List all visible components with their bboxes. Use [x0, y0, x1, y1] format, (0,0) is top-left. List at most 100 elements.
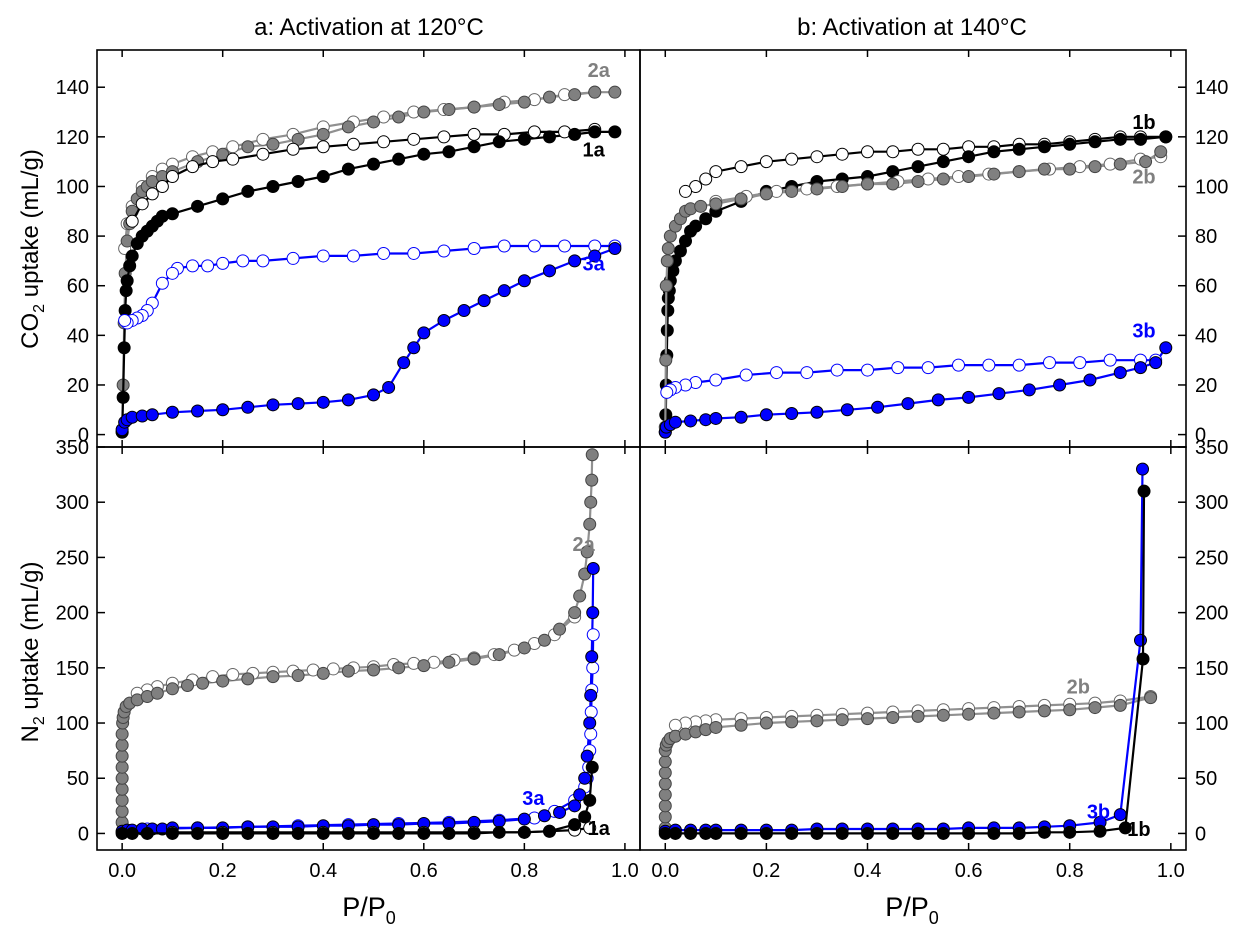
- series-label-1b: 1b: [1127, 819, 1150, 841]
- panel-frame-co2_a: [96, 49, 641, 448]
- adsorption-point-1a: [568, 127, 582, 141]
- panel-frame-co2_b: [639, 49, 1187, 448]
- adsorption-point-2b: [1139, 155, 1153, 169]
- desorption-point-1a: [346, 137, 360, 151]
- adsorption-point-1b: [1159, 130, 1173, 144]
- adsorption-point-1a: [165, 826, 179, 840]
- desorption-point-1a: [467, 127, 481, 141]
- adsorption-point-1b: [987, 145, 1001, 159]
- adsorption-point-3a: [588, 249, 602, 263]
- desorption-point-1a: [437, 130, 451, 144]
- adsorption-point-1b: [759, 826, 773, 840]
- xlabel-a-sub: 0: [386, 908, 396, 928]
- desorption-point-3b: [891, 361, 905, 375]
- adsorption-point-1a: [266, 826, 280, 840]
- adsorption-point-2b: [1113, 698, 1127, 712]
- desorption-point-3a: [497, 239, 511, 253]
- desorption-point-3a: [216, 256, 230, 270]
- desorption-point-3a: [586, 628, 600, 642]
- desorption-point-3b: [1073, 356, 1087, 370]
- adsorption-point-1a: [116, 390, 130, 404]
- y-tick-label: 100: [1195, 176, 1228, 198]
- desorption-point-3a: [437, 244, 451, 258]
- adsorption-point-2b: [1088, 160, 1102, 174]
- adsorption-point-3a: [586, 606, 600, 620]
- adsorption-point-1b: [709, 826, 723, 840]
- adsorption-point-1b: [911, 160, 925, 174]
- adsorption-point-1a: [191, 199, 205, 213]
- xlabel-a: P/P0: [342, 892, 396, 928]
- adsorption-point-2a: [492, 98, 506, 112]
- adsorption-point-2b: [886, 711, 900, 725]
- adsorption-point-3a: [568, 254, 582, 268]
- desorption-point-3b: [921, 361, 935, 375]
- series-label-1b: 1b: [1132, 112, 1155, 134]
- desorption-point-1a: [316, 140, 330, 154]
- adsorption-point-2a: [367, 663, 381, 677]
- co2-ylabel-pre: CO: [17, 313, 44, 349]
- adsorption-point-1b: [684, 826, 698, 840]
- adsorption-point-1a: [216, 826, 230, 840]
- adsorption-point-2b: [709, 197, 723, 211]
- x-tick-label: 0.6: [955, 860, 983, 882]
- adsorption-point-2a: [150, 686, 164, 700]
- co2-ylabel: CO2 uptake (mL/g): [17, 149, 48, 349]
- desorption-point-1a: [527, 125, 541, 139]
- adsorption-point-3b: [901, 397, 915, 411]
- adsorption-point-2b: [785, 184, 799, 198]
- adsorption-line-3b: [665, 469, 1144, 833]
- adsorption-point-2a: [553, 622, 567, 636]
- adsorption-point-1b: [1137, 484, 1151, 498]
- panel-n2_a: [115, 448, 600, 840]
- adsorption-point-2a: [517, 95, 531, 109]
- desorption-point-3b: [739, 368, 753, 382]
- adsorption-point-2a: [216, 674, 230, 688]
- desorption-point-3a: [407, 246, 421, 260]
- y-tick-label: 140: [56, 77, 89, 99]
- adsorption-point-3b: [962, 390, 976, 404]
- adsorption-point-2a: [115, 793, 129, 807]
- x-tick-label: 0.8: [1056, 860, 1084, 882]
- adsorption-point-1b: [1093, 824, 1107, 838]
- adsorption-point-1a: [588, 125, 602, 139]
- adsorption-point-2a: [341, 664, 355, 678]
- adsorption-point-1a: [316, 826, 330, 840]
- adsorption-point-1b: [660, 323, 674, 337]
- desorption-point-1a: [145, 187, 159, 201]
- adsorption-point-3a: [497, 284, 511, 298]
- y-tick-label: 0: [1195, 425, 1206, 447]
- adsorption-point-3a: [537, 809, 551, 823]
- adsorption-point-2b: [658, 766, 672, 780]
- adsorption-point-2b: [661, 242, 675, 255]
- adsorption-point-1a: [492, 825, 506, 839]
- axes-layer: 0 20 40 60 80 100 120 140 0 20 40 60 80 100 120 140 0 50 1…: [56, 50, 1228, 882]
- adsorption-point-1b: [1063, 137, 1077, 151]
- desorption-point-3b: [770, 366, 783, 380]
- adsorption-point-2b: [734, 192, 748, 206]
- adsorption-point-2a: [568, 606, 582, 620]
- y-tick-label: 200: [1195, 603, 1228, 625]
- y-tick-label: 0: [78, 823, 89, 845]
- adsorption-line-1b: [665, 491, 1146, 835]
- adsorption-point-2a: [367, 115, 381, 129]
- adsorption-point-2b: [658, 777, 672, 791]
- adsorption-point-1a: [583, 793, 597, 807]
- desorption-point-1a: [256, 147, 270, 161]
- adsorption-point-1a: [392, 152, 406, 166]
- desorption-point-3a: [316, 249, 330, 263]
- adsorption-point-1a: [517, 825, 531, 839]
- desorption-point-3a: [186, 259, 200, 273]
- adsorption-point-2b: [886, 177, 900, 191]
- series-label-1a: 1a: [588, 818, 611, 840]
- adsorption-point-1a: [191, 826, 205, 840]
- adsorption-point-2a: [492, 648, 506, 662]
- adsorption-point-1b: [1134, 132, 1147, 146]
- adsorption-point-2b: [785, 715, 799, 729]
- adsorption-point-2b: [1063, 162, 1077, 176]
- adsorption-point-2b: [936, 172, 950, 186]
- panel-co2_a: [115, 85, 622, 439]
- desorption-point-1b: [679, 184, 692, 198]
- adsorption-point-1b: [661, 304, 675, 318]
- desorption-point-1b: [699, 172, 713, 186]
- adsorption-point-1a: [442, 826, 456, 840]
